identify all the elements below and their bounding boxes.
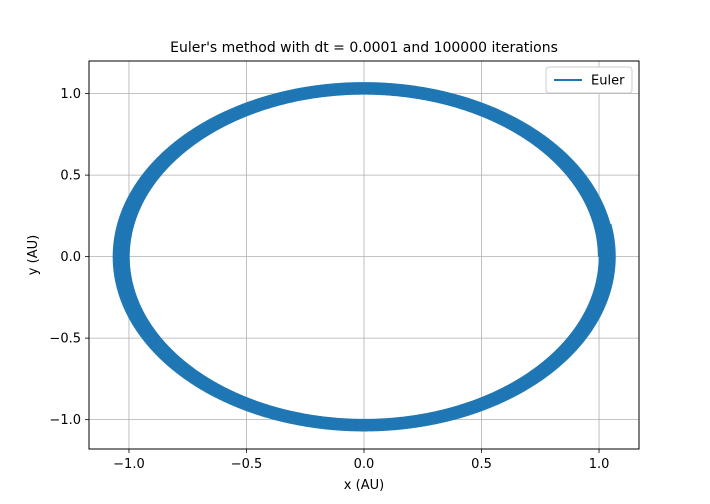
axis-ticks: −1.0 −0.5 0.0 0.5 1.0 −1.0 −0.5 0.0 0.5 1.0 (49, 87, 609, 472)
x-tick-label: 0.0 (354, 457, 375, 472)
x-axis-label: x (AU) (344, 478, 384, 493)
legend-box (545, 66, 633, 94)
y-tick-label: 1.0 (60, 87, 81, 102)
x-tick-label: −0.5 (231, 457, 263, 472)
grid-lines (89, 61, 639, 449)
legend: Euler (545, 66, 633, 94)
plot-area: −1.0 −0.5 0.0 0.5 1.0 −1.0 −0.5 0.0 0.5 1.0 (49, 60, 640, 472)
chart-title: Euler's method with dt = 0.0001 and 1000… (170, 40, 558, 56)
euler-orbit-line (112, 82, 616, 432)
y-tick-label: 0.0 (60, 250, 81, 265)
y-axis-label: y (AU) (26, 235, 41, 275)
y-tick-label: 0.5 (60, 169, 81, 184)
series-euler (112, 82, 616, 432)
x-tick-label: −1.0 (113, 457, 145, 472)
x-tick-label: 1.0 (589, 457, 610, 472)
y-tick-label: −0.5 (49, 332, 81, 347)
y-tick-label: −1.0 (49, 413, 81, 428)
legend-label-euler: Euler (591, 74, 625, 89)
x-tick-label: 0.5 (471, 457, 492, 472)
